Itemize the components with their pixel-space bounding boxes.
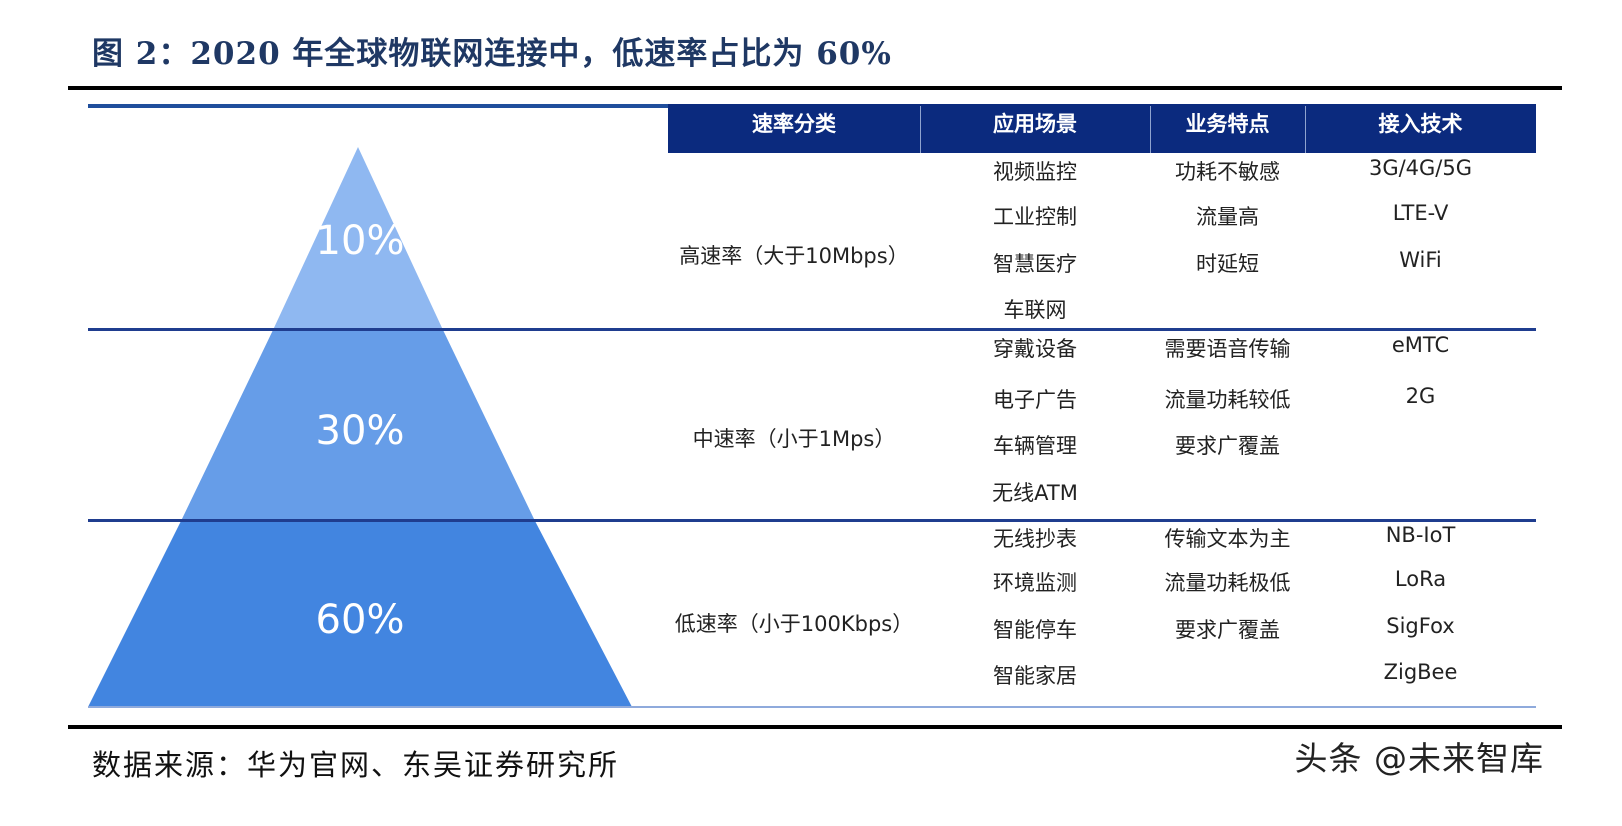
feature-item: 时延短: [1196, 252, 1259, 276]
technology-item: ZigBee: [1383, 660, 1458, 684]
category-mid: 中速率（小于1Mps）: [692, 427, 896, 451]
feature-item: 流量高: [1196, 205, 1259, 229]
feature-item: 流量功耗极低: [1164, 571, 1291, 595]
category-low: 低速率（小于100Kbps）: [674, 612, 914, 636]
pyramid-tier-high: [273, 147, 443, 330]
row-divider: [88, 328, 1536, 331]
data-source: 数据来源：华为官网、东吴证券研究所: [92, 748, 620, 782]
technology-item: 2G: [1405, 384, 1436, 408]
header-separator: [1150, 106, 1151, 153]
pyramid-tier-mid: [181, 330, 535, 521]
feature-item: 要求广覆盖: [1175, 434, 1280, 458]
technology-item: WiFi: [1399, 248, 1442, 272]
application-item: 穿戴设备: [993, 337, 1077, 361]
row-divider: [88, 519, 1536, 522]
application-item: 智能停车: [993, 618, 1077, 642]
technology-item: 3G/4G/5G: [1368, 156, 1473, 180]
application-item: 智能家居: [993, 664, 1077, 688]
header-rate-category: 速率分类: [752, 112, 836, 136]
header-features: 业务特点: [1185, 112, 1270, 136]
header-separator: [1305, 106, 1306, 153]
category-high: 高速率（大于10Mbps）: [679, 244, 909, 268]
bottom-rule: [68, 725, 1562, 729]
header-technologies: 接入技术: [1378, 112, 1463, 136]
feature-item: 传输文本为主: [1164, 527, 1291, 551]
application-item: 无线抄表: [993, 527, 1077, 551]
figure-title: 图 2：2020 年全球物联网连接中，低速率占比为 60%: [92, 36, 892, 72]
share-mid: 30%: [315, 408, 405, 454]
feature-item: 流量功耗较低: [1164, 388, 1291, 412]
share-high: 10%: [315, 218, 405, 264]
application-item: 车辆管理: [993, 434, 1077, 458]
feature-item: 需要语音传输: [1164, 337, 1291, 361]
technology-item: NB-IoT: [1385, 523, 1456, 547]
application-item: 环境监测: [993, 571, 1077, 595]
feature-item: 要求广覆盖: [1175, 618, 1280, 642]
header-separator: [920, 106, 921, 153]
application-item: 无线ATM: [992, 481, 1078, 505]
technology-item: eMTC: [1391, 333, 1450, 357]
application-item: 电子广告: [993, 388, 1077, 412]
feature-item: 功耗不敏感: [1175, 160, 1280, 184]
table-bottom-line: [88, 706, 1536, 708]
application-item: 车联网: [1003, 298, 1067, 322]
application-item: 视频监控: [993, 160, 1077, 184]
application-item: 智慧医疗: [993, 252, 1077, 276]
header-applications: 应用场景: [993, 112, 1077, 136]
share-low: 60%: [315, 597, 405, 643]
technology-item: LoRa: [1394, 567, 1447, 591]
technology-item: SigFox: [1386, 614, 1455, 638]
pyramid-tier-low: [88, 521, 632, 707]
watermark: 头条 @未来智库: [1294, 739, 1544, 778]
top-rule: [68, 86, 1562, 90]
table-top-line: [88, 104, 668, 108]
table-header: 速率分类 应用场景 业务特点 接入技术: [668, 104, 1536, 153]
application-item: 工业控制: [993, 205, 1077, 229]
technology-item: LTE-V: [1392, 201, 1449, 225]
